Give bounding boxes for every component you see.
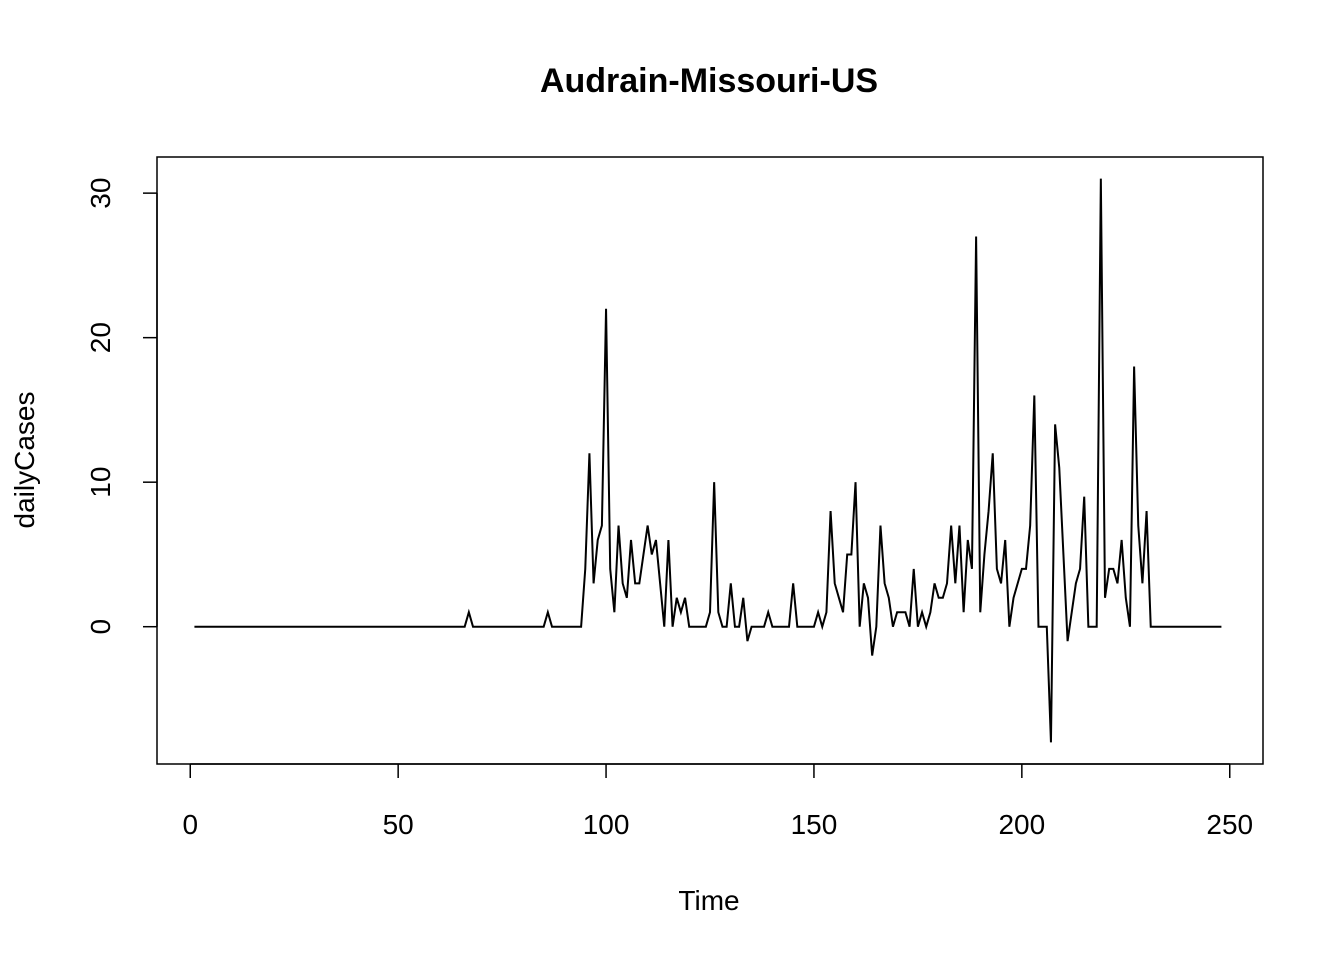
y-tick-label: 30: [85, 178, 116, 209]
y-axis-label: dailyCases: [9, 392, 40, 529]
chart-title: Audrain-Missouri-US: [540, 62, 878, 100]
series-line: [194, 178, 1222, 743]
x-tick-label: 250: [1206, 809, 1253, 840]
x-tick-label: 150: [791, 809, 838, 840]
y-tick-label: 10: [85, 467, 116, 498]
x-axis: 0 50 100 150 200 250: [182, 763, 1253, 840]
x-tick-label: 100: [583, 809, 630, 840]
x-tick-label: 200: [998, 809, 1045, 840]
plot-frame: [156, 156, 1264, 765]
y-tick-label: 20: [85, 322, 116, 353]
y-axis: 0 10 20 30: [85, 178, 158, 635]
y-tick-label: 0: [85, 619, 116, 635]
x-tick-label: 50: [383, 809, 414, 840]
x-axis-label: Time: [678, 885, 739, 916]
x-tick-label: 0: [182, 809, 198, 840]
